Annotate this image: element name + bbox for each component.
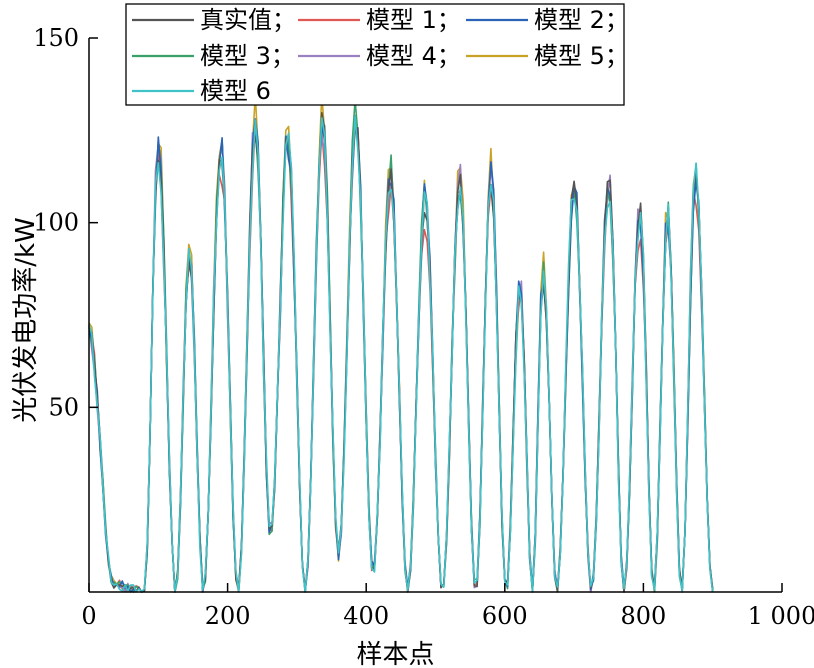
series-line-6 — [88, 115, 714, 593]
legend-label-0: 真实值； — [200, 6, 296, 34]
x-tick-label-0: 0 — [81, 602, 96, 630]
legend-label-1: 模型 1； — [366, 6, 461, 34]
y-tick-label-1: 100 — [33, 209, 79, 237]
legend-box — [125, 3, 625, 106]
legend: 真实值； 模型 1； 模型 2； 模型 3； 模型 4； 模型 5； 模型 6 — [125, 3, 629, 106]
y-axis-title: 光伏发电功率/kW — [11, 217, 41, 423]
legend-label-4: 模型 4； — [366, 42, 461, 70]
legend-label-3: 模型 3； — [200, 42, 295, 70]
x-tick-label-2: 400 — [343, 602, 389, 630]
x-axis-title: 样本点 — [356, 640, 434, 668]
y-tick-label-2: 150 — [33, 24, 79, 52]
legend-label-5: 模型 5； — [534, 42, 629, 70]
x-tick-label-4: 800 — [620, 602, 666, 630]
y-tick-label-0: 50 — [48, 393, 79, 421]
x-tick-label-3: 600 — [482, 602, 528, 630]
x-tick-label-5: 1 000 — [748, 602, 814, 630]
x-tick-label-1: 200 — [205, 602, 251, 630]
legend-label-6: 模型 6 — [200, 77, 271, 105]
legend-label-2: 模型 2； — [534, 6, 629, 34]
axes: 0 200 400 600 800 1 000 50 100 150 样本点 光伏发电功率/kW — [11, 24, 814, 668]
plot-lines — [88, 93, 714, 593]
